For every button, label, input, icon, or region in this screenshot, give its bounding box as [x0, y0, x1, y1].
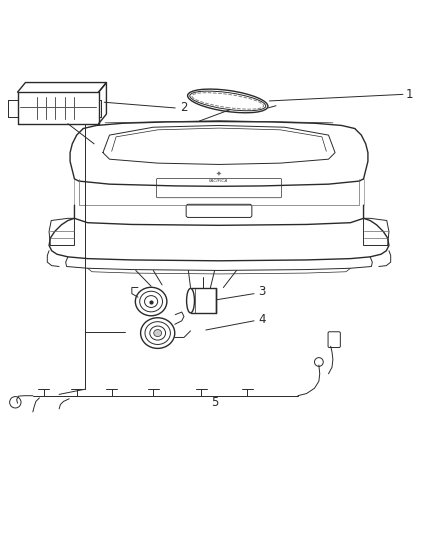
Text: 3: 3 — [258, 285, 265, 298]
Text: 5: 5 — [211, 396, 218, 409]
Text: 4: 4 — [258, 312, 266, 326]
Text: ✦: ✦ — [216, 171, 222, 176]
Text: 2: 2 — [180, 101, 188, 115]
Text: 1: 1 — [406, 88, 413, 101]
Text: PACIFICA: PACIFICA — [209, 179, 229, 183]
Ellipse shape — [154, 329, 162, 336]
